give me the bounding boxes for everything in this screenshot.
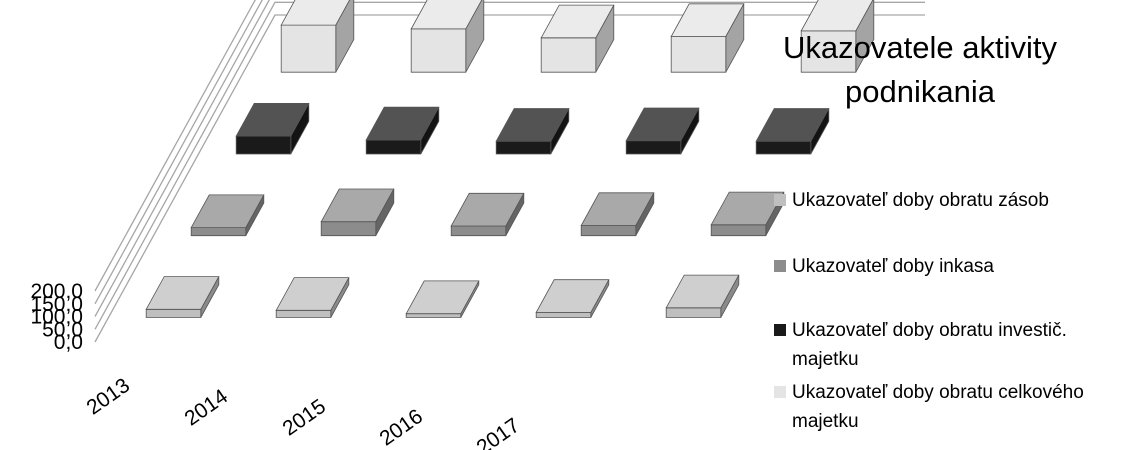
bar-2013-series-1 [146,277,219,318]
bar-front [281,25,336,72]
bar-2014-series-4 [411,0,484,72]
bar-front [146,309,201,317]
legend-label: majetku [792,349,859,370]
bar-front [626,141,681,154]
x-category-label: 2014 [181,385,233,431]
bar-2015-series-1 [406,281,479,318]
legend-swatch [774,194,786,206]
legend-label: majetku [792,411,859,432]
bar-front [406,314,461,318]
bar-2013-series-3 [236,103,309,154]
bar-2016-series-4 [671,4,744,72]
bar-2017-series-3 [756,109,829,155]
bar-front [411,29,466,72]
chart-title-line-1: Ukazovatele aktivity [783,30,1057,65]
bar-2017-series-2 [711,192,784,236]
x-axis-categories: 2013 2014 2015 2016 2017 [83,374,524,450]
legend-label: Ukazovateľ doby inkasa [792,256,994,277]
bar-front [191,228,246,236]
bar-2014-series-2 [321,189,394,236]
legend-swatch [774,386,786,398]
bar-2015-series-3 [496,109,569,155]
legend: Ukazovateľ doby obratu zásob Ukazovateľ d… [774,190,1084,432]
bar-front [756,141,811,154]
bar-top [406,281,479,314]
bar-top [536,280,609,313]
legend-swatch [774,260,786,272]
bar-front [581,226,636,236]
x-category-label: 2016 [376,405,427,450]
bar-2015-series-2 [451,193,524,235]
bar-front [541,38,596,72]
legend-item: Ukazovateľ doby obratu investič. majetku [774,320,1067,370]
bar-front [496,141,551,154]
legend-swatch [774,324,786,336]
bar-front [536,312,591,317]
bar-2017-series-1 [666,275,739,317]
legend-item: Ukazovateľ doby inkasa [774,256,994,277]
bar-2014-series-3 [366,107,439,154]
bar-front [276,310,331,317]
x-category-label: 2013 [83,374,134,420]
bar-2013-series-2 [191,195,264,236]
legend-item: Ukazovateľ doby obratu zásob [774,190,1049,211]
bar-2016-series-2 [581,193,654,236]
chart-title-line-2: podnikania [845,74,996,109]
bar-front [321,222,376,236]
legend-label: Ukazovateľ doby obratu investič. [792,320,1067,341]
bar-2016-series-1 [536,280,609,318]
y-tick-label: 200,0 [30,280,83,303]
bar-front [366,140,421,154]
bar-2014-series-1 [276,278,349,318]
legend-item: Ukazovateľ doby obratu celkového majetku [774,382,1084,432]
bars [146,0,874,318]
x-category-label: 2017 [473,414,524,450]
bar-front [711,225,766,236]
x-category-label: 2015 [279,395,330,441]
bar-front [671,37,726,73]
bar-front [236,136,291,154]
legend-label: Ukazovateľ doby obratu celkového [792,382,1084,403]
bar-2016-series-3 [626,108,699,154]
legend-label: Ukazovateľ doby obratu zásob [792,190,1049,211]
bar-2013-series-4 [281,0,354,72]
bar-front [666,308,721,318]
bar-front [451,226,506,236]
